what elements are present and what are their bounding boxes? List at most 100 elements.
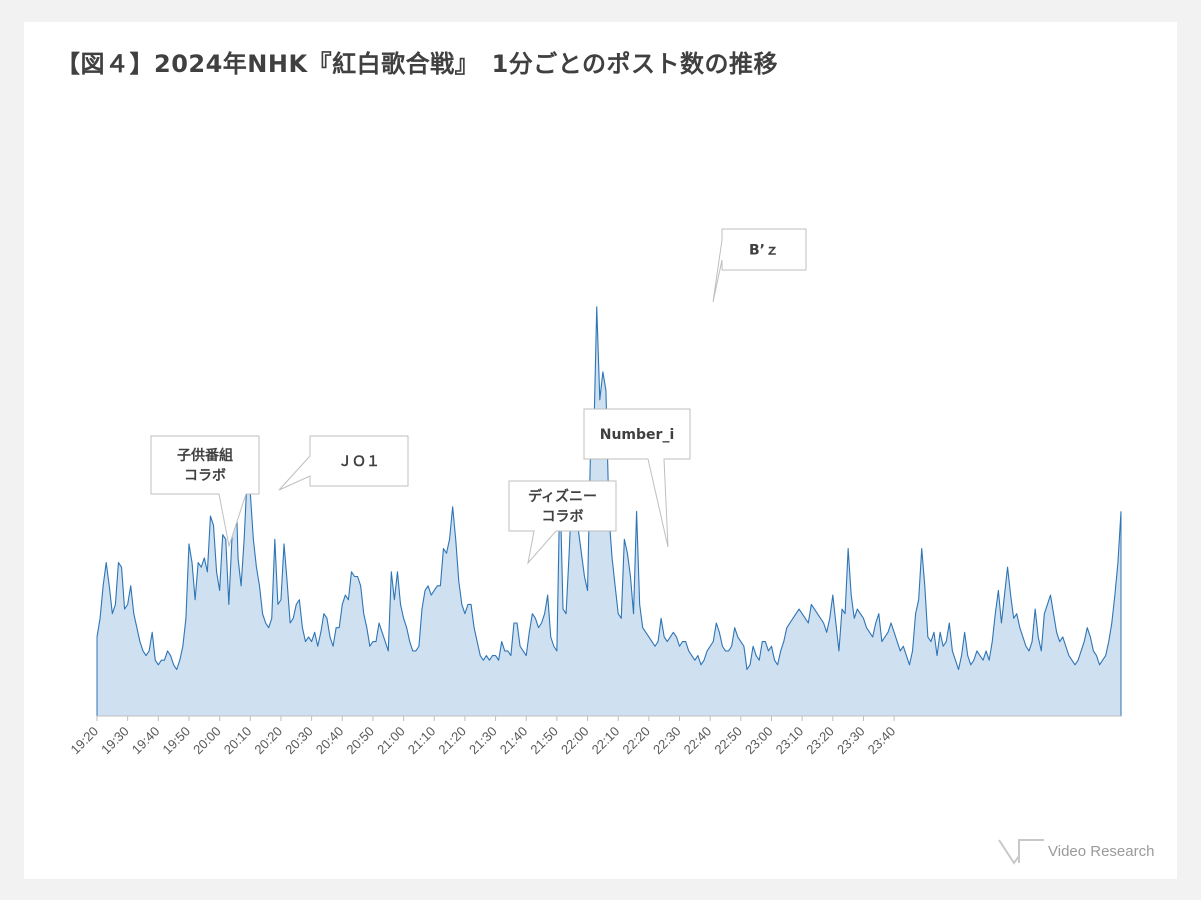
data-point (219, 590, 220, 591)
data-point (627, 553, 628, 554)
data-point (259, 585, 260, 586)
logo-text: Video Research (1048, 843, 1155, 860)
data-point (1062, 636, 1063, 637)
data-point (284, 543, 285, 544)
data-point (707, 650, 708, 651)
data-point (688, 650, 689, 651)
data-point (661, 618, 662, 619)
data-point (474, 627, 475, 628)
data-point (394, 599, 395, 600)
data-point (455, 539, 456, 540)
data-point (783, 641, 784, 642)
data-point (906, 655, 907, 656)
data-point (762, 641, 763, 642)
data-point (121, 567, 122, 568)
callout-4: B’ｚ (712, 228, 807, 303)
data-point (1056, 632, 1057, 633)
data-point (471, 604, 472, 605)
data-point (1087, 627, 1088, 628)
data-point (357, 576, 358, 577)
data-point (584, 576, 585, 577)
data-point (949, 623, 950, 624)
data-point (648, 636, 649, 637)
data-point (550, 636, 551, 637)
data-point (409, 641, 410, 642)
x-tick-label: 22:40 (681, 724, 715, 758)
data-point (884, 636, 885, 637)
x-tick-label: 19:30 (98, 724, 132, 758)
data-point (1007, 567, 1008, 568)
data-point (832, 595, 833, 596)
callout-label: B’ｚ (749, 243, 779, 259)
data-point (489, 660, 490, 661)
data-point (854, 618, 855, 619)
data-point (216, 571, 217, 572)
data-point (845, 613, 846, 614)
data-point (814, 609, 815, 610)
data-point (1041, 650, 1042, 651)
data-point (946, 641, 947, 642)
data-point (317, 646, 318, 647)
data-point (829, 618, 830, 619)
data-point (333, 646, 334, 647)
data-point (486, 655, 487, 656)
x-tick-label: 19:40 (129, 724, 163, 758)
x-tick-label: 22:50 (711, 724, 745, 758)
data-point (425, 590, 426, 591)
data-point (379, 623, 380, 624)
data-point (142, 650, 143, 651)
data-point (654, 646, 655, 647)
data-point (734, 627, 735, 628)
data-point (768, 650, 769, 651)
data-point (1068, 655, 1069, 656)
data-point (164, 660, 165, 661)
data-point (1102, 660, 1103, 661)
data-point (1022, 636, 1023, 637)
data-point (112, 613, 113, 614)
data-point (639, 604, 640, 605)
data-point (1025, 646, 1026, 647)
x-tick-label: 19:20 (68, 724, 102, 758)
data-point (388, 650, 389, 651)
data-point (716, 623, 717, 624)
data-point (1108, 641, 1109, 642)
data-point (796, 613, 797, 614)
data-point (308, 636, 309, 637)
data-point (774, 660, 775, 661)
data-point (863, 618, 864, 619)
data-point (1096, 655, 1097, 656)
data-point (1090, 636, 1091, 637)
callout-1: ＪＯ１ (278, 435, 409, 491)
data-point (225, 539, 226, 540)
data-point (293, 618, 294, 619)
data-point (418, 646, 419, 647)
data-point (480, 655, 481, 656)
data-point (513, 623, 514, 624)
data-point (421, 609, 422, 610)
data-point (624, 539, 625, 540)
data-point (811, 604, 812, 605)
data-point (100, 618, 101, 619)
data-point (363, 613, 364, 614)
data-point (274, 539, 275, 540)
data-point (431, 595, 432, 596)
data-point (891, 623, 892, 624)
data-point (192, 562, 193, 563)
data-point (262, 613, 263, 614)
data-point (339, 627, 340, 628)
data-point (915, 613, 916, 614)
x-tick-label: 20:40 (313, 724, 347, 758)
data-point (958, 669, 959, 670)
data-point (161, 660, 162, 661)
data-point (851, 595, 852, 596)
data-point (483, 660, 484, 661)
data-point (921, 548, 922, 549)
data-point (1044, 613, 1045, 614)
data-point (676, 636, 677, 637)
data-point (360, 585, 361, 586)
data-point (1038, 636, 1039, 637)
data-point (995, 613, 996, 614)
data-point (691, 655, 692, 656)
